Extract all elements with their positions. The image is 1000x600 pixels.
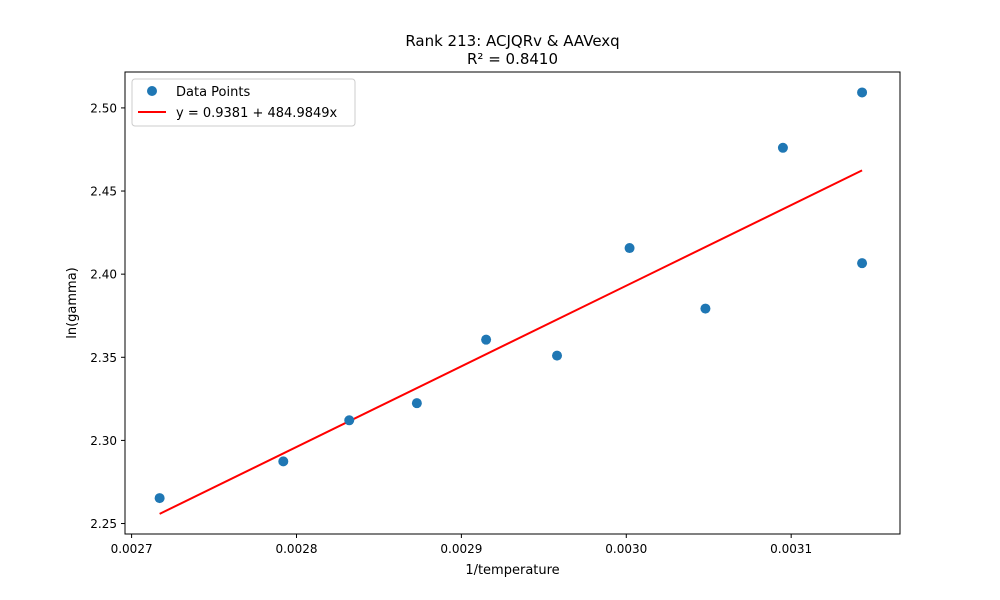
x-tick-label: 0.0031 xyxy=(770,542,812,556)
chart-subtitle: R² = 0.8410 xyxy=(467,50,558,68)
y-axis: 2.25 2.30 2.35 2.40 2.45 2.50 xyxy=(90,101,125,531)
y-axis-label: ln(gamma) xyxy=(65,267,80,339)
y-tick-label: 2.35 xyxy=(90,351,117,365)
y-tick-label: 2.25 xyxy=(90,517,117,531)
y-tick-label: 2.30 xyxy=(90,434,117,448)
x-axis-label: 1/temperature xyxy=(465,563,559,578)
x-axis: 0.0027 0.0028 0.0029 0.0030 0.0031 xyxy=(111,534,812,556)
legend-label-fit-line: y = 0.9381 + 484.9849x xyxy=(176,106,338,121)
data-point xyxy=(344,415,355,426)
x-tick-label: 0.0029 xyxy=(440,542,482,556)
x-tick-label: 0.0027 xyxy=(111,542,153,556)
y-tick-label: 2.50 xyxy=(90,101,117,115)
data-point xyxy=(624,243,635,254)
legend-marker-data-points xyxy=(147,86,157,96)
plot-area xyxy=(154,87,868,515)
data-point xyxy=(857,258,868,269)
chart-title: Rank 213: ACJQRv & AAVexq xyxy=(405,32,619,50)
y-tick-label: 2.40 xyxy=(90,268,117,282)
data-point xyxy=(857,87,868,98)
fit-line xyxy=(159,169,863,515)
legend-box xyxy=(131,78,356,127)
data-point xyxy=(278,456,289,467)
legend-label-data-points: Data Points xyxy=(176,85,250,100)
x-tick-label: 0.0028 xyxy=(275,542,317,556)
y-tick-label: 2.45 xyxy=(90,185,117,199)
x-tick-label: 0.0030 xyxy=(605,542,647,556)
data-point xyxy=(411,398,422,409)
data-point xyxy=(777,142,788,153)
data-point xyxy=(700,303,711,314)
legend: Data Points y = 0.9381 + 484.9849x xyxy=(131,78,356,127)
data-point xyxy=(154,493,165,504)
plot-frame xyxy=(124,71,901,535)
data-point xyxy=(552,350,563,361)
data-point xyxy=(481,334,492,345)
